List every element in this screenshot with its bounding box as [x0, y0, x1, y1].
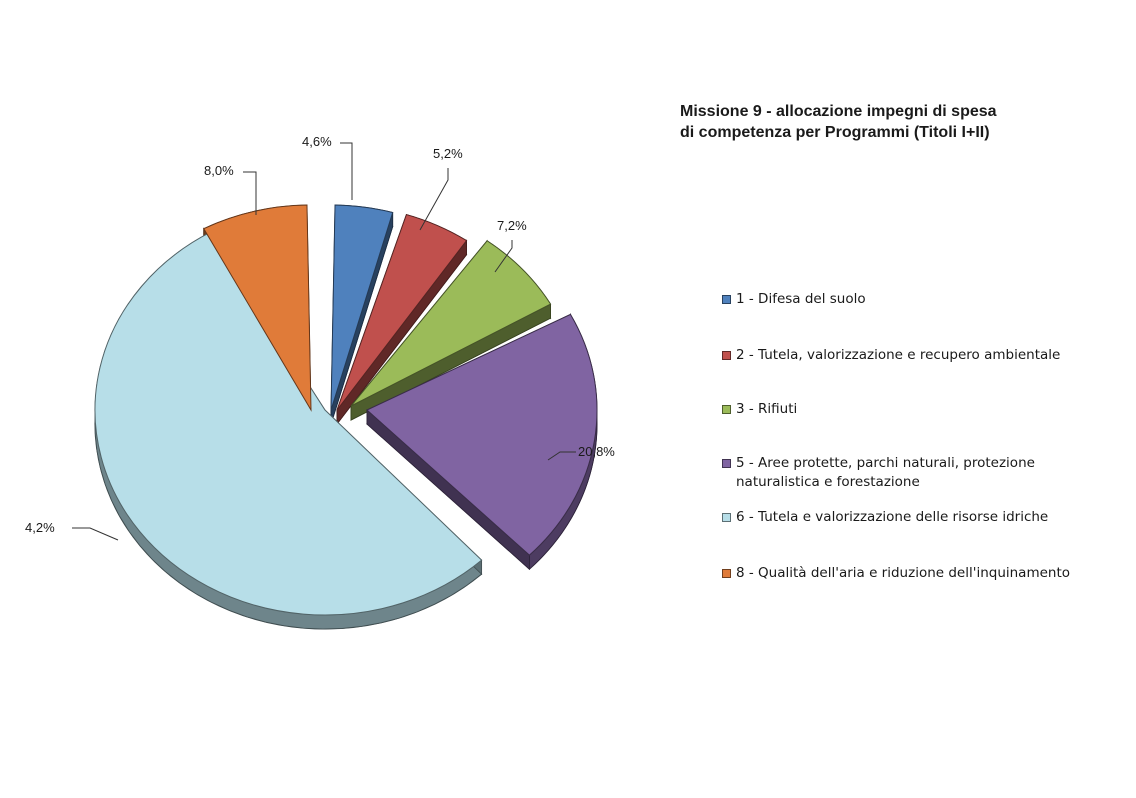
legend-item: 6 - Tutela e valorizzazione delle risors…	[722, 508, 1102, 527]
legend-item: 8 - Qualità dell'aria e riduzione dell'i…	[722, 564, 1102, 583]
legend-swatch	[722, 459, 731, 468]
legend-label: 6 - Tutela e valorizzazione delle risors…	[736, 509, 1049, 525]
legend-label: 3 - Rifiuti	[736, 401, 798, 417]
legend-label: 8 - Qualità dell'aria e riduzione dell'i…	[736, 565, 1071, 581]
data-label: 5,2%	[433, 146, 463, 161]
pie-slice-1	[330, 204, 394, 411]
legend-label: 2 - Tutela, valorizzazione e recupero am…	[736, 347, 1061, 363]
legend-label: 5 - Aree protette, parchi naturali, prot…	[736, 455, 1035, 490]
legend-swatch	[722, 405, 731, 414]
legend-item: 1 - Difesa del suolo	[722, 290, 1102, 309]
data-label-leader	[419, 168, 449, 231]
pie-slice-3	[350, 240, 552, 407]
legend-swatch	[722, 295, 731, 304]
pie-slice-2	[336, 213, 468, 411]
pie-slice-6	[203, 204, 312, 412]
data-label: 4,2%	[25, 520, 55, 535]
pie-labels-layer: 4,6% 5,2% 7,2% 20,8% 4,2% 8,0%	[25, 134, 615, 541]
data-label-leader	[547, 451, 576, 461]
data-label: 20,8%	[578, 444, 615, 459]
pie-slice-5	[94, 231, 483, 616]
legend-swatch	[722, 513, 731, 522]
pie-slices-layer	[94, 204, 598, 616]
chart-title-line-1: Missione 9 - allocazione impegni di spes…	[680, 103, 997, 120]
chart-title: Missione 9 - allocazione impegni di spes…	[680, 101, 1100, 143]
pie-slice-4	[366, 313, 598, 556]
legend-label: 1 - Difesa del suolo	[736, 291, 866, 307]
data-label-leader	[243, 171, 257, 215]
data-label: 8,0%	[204, 163, 234, 178]
data-label-leader	[494, 240, 513, 273]
chart-title-line-2: di competenza per Programmi (Titoli I+II…	[680, 124, 990, 141]
legend-swatch	[722, 351, 731, 360]
data-label-leader	[340, 142, 353, 200]
data-label: 7,2%	[497, 218, 527, 233]
data-label-leader	[72, 527, 119, 541]
legend-item: 3 - Rifiuti	[722, 400, 1102, 419]
legend-item: 2 - Tutela, valorizzazione e recupero am…	[722, 346, 1102, 365]
data-label: 4,6%	[302, 134, 332, 149]
legend-swatch	[722, 569, 731, 578]
legend-item: 5 - Aree protette, parchi naturali, prot…	[722, 454, 1102, 492]
